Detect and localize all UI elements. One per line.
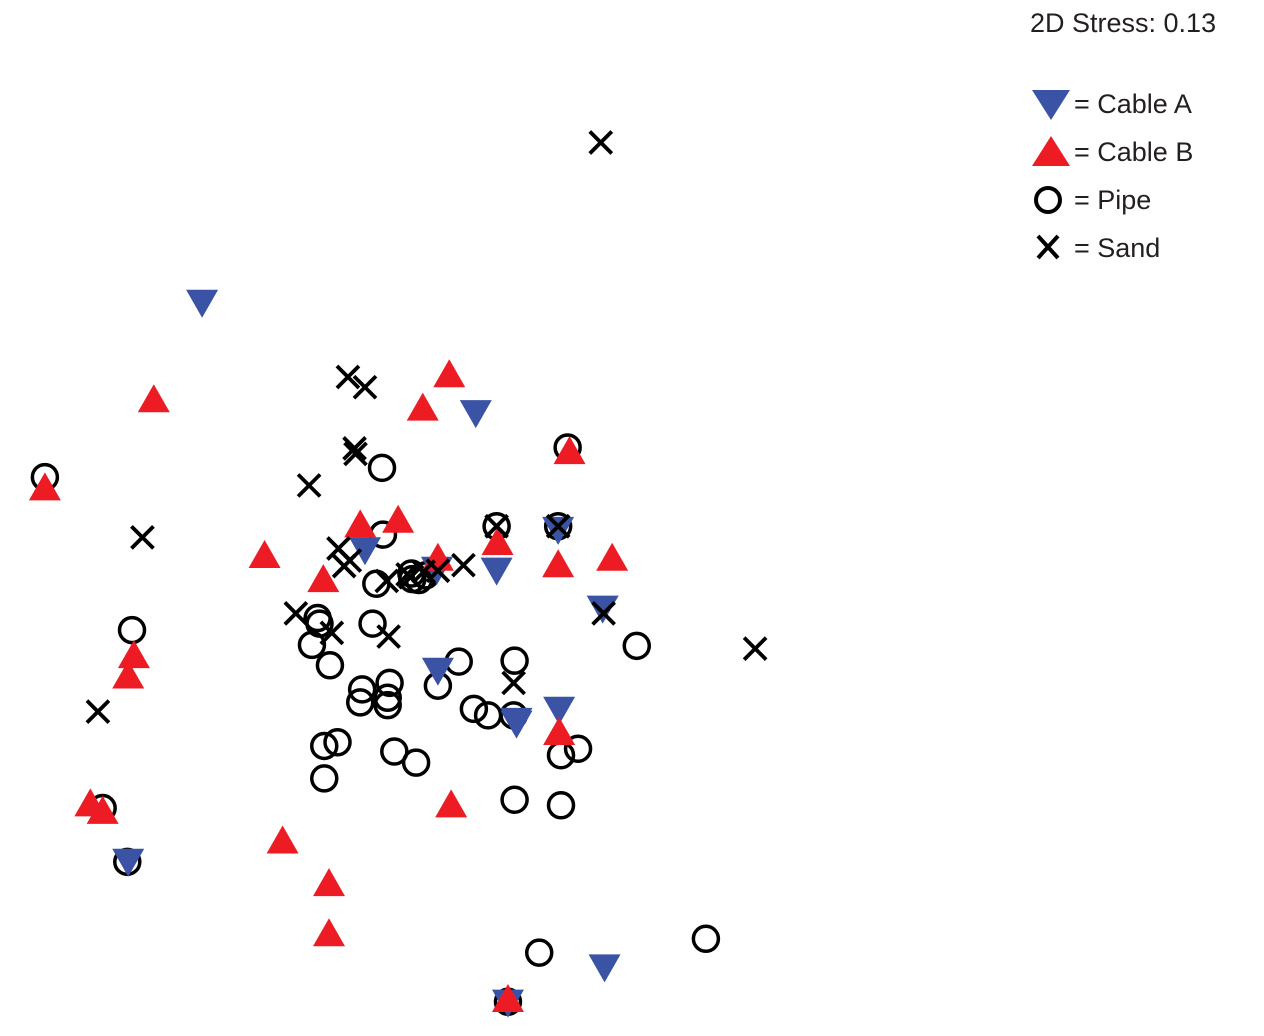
point-cable-a-6: [586, 595, 619, 624]
point-cable-a-11: [112, 848, 145, 877]
point-pipe-31: [546, 740, 576, 770]
point-sand-6: [130, 525, 155, 550]
point-cable-b-22: [491, 984, 524, 1013]
point-pipe-17: [375, 668, 404, 698]
point-pipe-36: [546, 791, 576, 820]
legend-label-pipe: = Pipe: [1074, 184, 1152, 215]
point-sand-4: [343, 441, 368, 467]
point-sand-0: [588, 130, 614, 155]
point-sand-1: [335, 364, 361, 390]
point-pipe-29: [310, 731, 339, 761]
point-cable-a-1: [459, 400, 492, 429]
legend-item-cable-b: = Cable B: [1030, 128, 1193, 176]
point-cable-b-12: [117, 640, 150, 669]
point-pipe-35: [500, 785, 529, 814]
stress-label: 2D Stress: 0.13: [1030, 8, 1217, 38]
point-sand-21: [376, 624, 401, 649]
point-sand-3: [342, 436, 367, 461]
point-pipe-30: [563, 734, 593, 763]
point-cable-b-19: [266, 825, 299, 854]
legend-marker-sand: [1036, 234, 1060, 260]
point-pipe-12: [358, 609, 387, 638]
point-pipe-23: [345, 688, 375, 717]
point-pipe-22: [373, 683, 402, 712]
point-cable-a-10: [500, 710, 533, 739]
point-sand-23: [501, 670, 526, 696]
point-sand-18: [591, 601, 616, 626]
point-pipe-24: [373, 690, 402, 720]
point-cable-b-4: [28, 472, 61, 501]
point-cable-a-9: [543, 696, 576, 725]
point-sand-2: [352, 374, 378, 400]
point-cable-b-21: [312, 918, 345, 947]
point-sand-15: [451, 552, 476, 578]
point-cable-b-18: [435, 789, 468, 818]
point-cable-b-20: [312, 868, 345, 897]
point-cable-a-4: [480, 557, 513, 586]
point-pipe-14: [117, 615, 147, 645]
legend-marker-pipe: [1034, 186, 1062, 214]
scatter-points: [28, 130, 768, 1018]
point-sand-24: [85, 699, 111, 724]
point-sand-16: [484, 513, 509, 539]
point-cable-a-5: [542, 516, 575, 545]
point-sand-19: [283, 601, 309, 626]
point-cable-b-2: [406, 392, 439, 421]
legend-item-pipe: = Pipe: [1030, 176, 1193, 224]
point-pipe-21: [347, 675, 377, 704]
point-cable-b-1: [137, 384, 170, 413]
legend: = Cable A = Cable B = Pipe = Sand: [1030, 80, 1193, 272]
point-pipe-34: [310, 764, 339, 793]
legend-label-cable-b: = Cable B: [1074, 136, 1194, 167]
point-cable-b-14: [481, 527, 514, 556]
legend-marker-cable-b: [1032, 136, 1070, 166]
point-cable-a-13: [588, 954, 621, 983]
point-cable-b-13: [112, 660, 145, 689]
point-sand-5: [296, 473, 322, 498]
point-cable-b-3: [382, 504, 415, 533]
point-pipe-0: [367, 453, 397, 483]
point-cable-b-5: [553, 436, 586, 465]
point-pipe-25: [459, 694, 489, 724]
point-sand-10: [374, 568, 400, 594]
point-cable-b-11: [542, 549, 575, 578]
point-cable-b-17: [86, 795, 119, 824]
point-cable-b-15: [543, 717, 576, 746]
legend-label-cable-a: = Cable A: [1074, 88, 1192, 119]
point-pipe-26: [473, 701, 503, 730]
point-pipe-32: [380, 737, 409, 766]
point-cable-b-8: [307, 564, 340, 593]
legend-marker-cable-a: [1032, 90, 1070, 120]
point-cable-a-2: [348, 537, 381, 566]
point-sand-22: [742, 636, 768, 661]
point-cable-b-6: [344, 509, 377, 538]
point-pipe-40: [524, 938, 554, 967]
point-pipe-16: [315, 651, 345, 680]
point-cable-a-7: [421, 657, 454, 686]
point-sand-14: [425, 558, 451, 584]
legend-label-sand: = Sand: [1074, 232, 1161, 263]
point-pipe-28: [323, 727, 352, 757]
point-pipe-33: [401, 748, 431, 777]
point-sand-12: [398, 564, 423, 590]
point-sand-17: [545, 513, 571, 539]
point-pipe-39: [691, 924, 721, 954]
legend-item-cable-a: = Cable A: [1030, 80, 1193, 128]
point-pipe-15: [297, 630, 327, 660]
point-pipe-42: [622, 631, 652, 661]
point-cable-b-7: [248, 539, 281, 568]
point-cable-b-0: [433, 359, 466, 388]
legend-item-sand: = Sand: [1030, 224, 1193, 272]
point-pipe-20: [500, 646, 529, 675]
point-cable-b-9: [596, 542, 629, 571]
point-cable-a-0: [186, 289, 219, 318]
point-sand-20: [319, 620, 345, 646]
point-sand-9: [337, 548, 363, 573]
